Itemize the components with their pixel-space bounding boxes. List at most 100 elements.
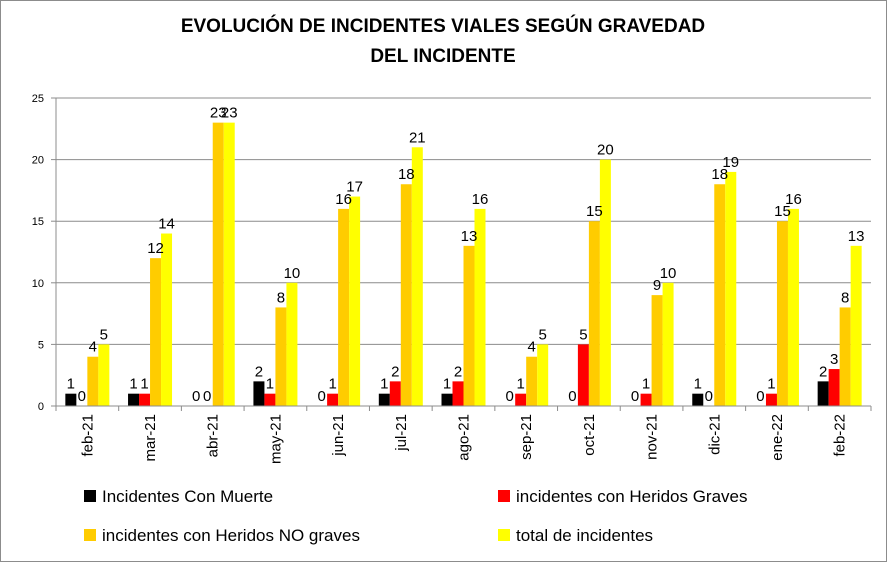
- bar: [253, 381, 265, 406]
- bar: [223, 122, 235, 406]
- data-label: 1: [443, 376, 451, 393]
- data-label: 1: [767, 376, 775, 393]
- data-label: 3: [830, 351, 838, 368]
- data-label: 0: [756, 388, 764, 405]
- y-tick-label: 20: [32, 155, 44, 167]
- data-label: 12: [147, 240, 164, 257]
- bar: [264, 393, 276, 406]
- bar: [725, 171, 737, 406]
- x-tick-label: jul-21: [393, 414, 410, 452]
- legend-label: total de incidentes: [516, 526, 653, 545]
- data-label: 0: [506, 388, 514, 405]
- data-label: 4: [528, 339, 536, 356]
- data-label: 10: [284, 265, 301, 282]
- data-label: 5: [100, 326, 108, 343]
- data-label: 16: [785, 191, 802, 208]
- data-label: 5: [579, 326, 587, 343]
- data-label: 23: [221, 105, 238, 122]
- data-label: 16: [335, 191, 352, 208]
- data-label: 2: [454, 363, 462, 380]
- data-label: 1: [694, 376, 702, 393]
- legend-label: incidentes con Heridos NO graves: [102, 526, 360, 545]
- data-label: 15: [774, 203, 791, 220]
- bar: [378, 393, 390, 406]
- data-label: 4: [89, 339, 97, 356]
- data-label: 1: [266, 376, 274, 393]
- bar: [463, 245, 475, 406]
- bar: [640, 393, 652, 406]
- bar: [828, 369, 840, 406]
- bar: [850, 245, 862, 406]
- y-tick-label: 5: [38, 339, 44, 351]
- bar: [452, 381, 464, 406]
- x-tick-label: dic-21: [706, 414, 723, 455]
- legend-label: Incidentes Con Muerte: [102, 487, 273, 506]
- x-tick-label: mar-21: [142, 414, 159, 462]
- data-label: 9: [653, 277, 661, 294]
- bars: [65, 122, 862, 406]
- bar: [327, 393, 339, 406]
- bar: [389, 381, 401, 406]
- bar: [411, 147, 423, 406]
- data-label: 0: [705, 388, 713, 405]
- data-label: 1: [517, 376, 525, 393]
- y-tick-label: 15: [32, 216, 44, 228]
- legend-label: incidentes con Heridos Graves: [516, 487, 748, 506]
- legend-swatch: [84, 529, 96, 541]
- bar: [150, 258, 162, 406]
- data-label: 8: [277, 289, 285, 306]
- x-tick-label: jun-21: [330, 414, 347, 457]
- bar: [441, 393, 453, 406]
- bar: [537, 344, 549, 406]
- x-tick-label: may-21: [267, 414, 284, 464]
- data-label: 0: [631, 388, 639, 405]
- chart-title-line-2: DEL INCIDENTE: [370, 46, 515, 67]
- data-label: 19: [722, 154, 739, 171]
- legend-swatch: [498, 490, 510, 502]
- data-label: 13: [848, 228, 865, 245]
- data-label: 1: [380, 376, 388, 393]
- data-label: 2: [391, 363, 399, 380]
- bar: [87, 356, 99, 406]
- bar: [98, 344, 110, 406]
- bar: [776, 221, 788, 406]
- bar: [692, 393, 704, 406]
- bar: [212, 122, 224, 406]
- data-label: 15: [586, 203, 603, 220]
- data-label: 8: [841, 289, 849, 306]
- bar: [65, 393, 77, 406]
- data-label: 21: [409, 129, 426, 146]
- data-label: 0: [317, 388, 325, 405]
- bar: [714, 184, 726, 406]
- chart-title-line-1: EVOLUCIÓN DE INCIDENTES VIALES SEGÚN GRA…: [181, 15, 705, 37]
- bar: [400, 184, 412, 406]
- legend-swatch: [84, 490, 96, 502]
- legend: Incidentes Con Muerte incidentes con Heri…: [84, 487, 748, 545]
- legend-swatch: [498, 529, 510, 541]
- data-label: 5: [539, 326, 547, 343]
- bar: [275, 307, 287, 406]
- data-label: 0: [78, 388, 86, 405]
- bar: [161, 233, 173, 406]
- x-tick-label: ago-21: [456, 414, 473, 461]
- data-label: 16: [472, 191, 489, 208]
- bar: [817, 381, 829, 406]
- data-label: 0: [192, 388, 200, 405]
- data-label: 10: [660, 265, 677, 282]
- bar: [588, 221, 600, 406]
- bar: [662, 282, 674, 406]
- data-label: 1: [67, 376, 75, 393]
- data-label: 2: [255, 363, 263, 380]
- data-label: 1: [129, 376, 137, 393]
- y-tick-label: 0: [38, 401, 44, 413]
- x-tick-label: oct-21: [581, 414, 598, 456]
- x-tick-label: feb-21: [79, 414, 96, 457]
- data-label: 18: [398, 166, 415, 183]
- data-label: 13: [461, 228, 478, 245]
- data-label: 20: [597, 142, 614, 159]
- data-label: 2: [819, 363, 827, 380]
